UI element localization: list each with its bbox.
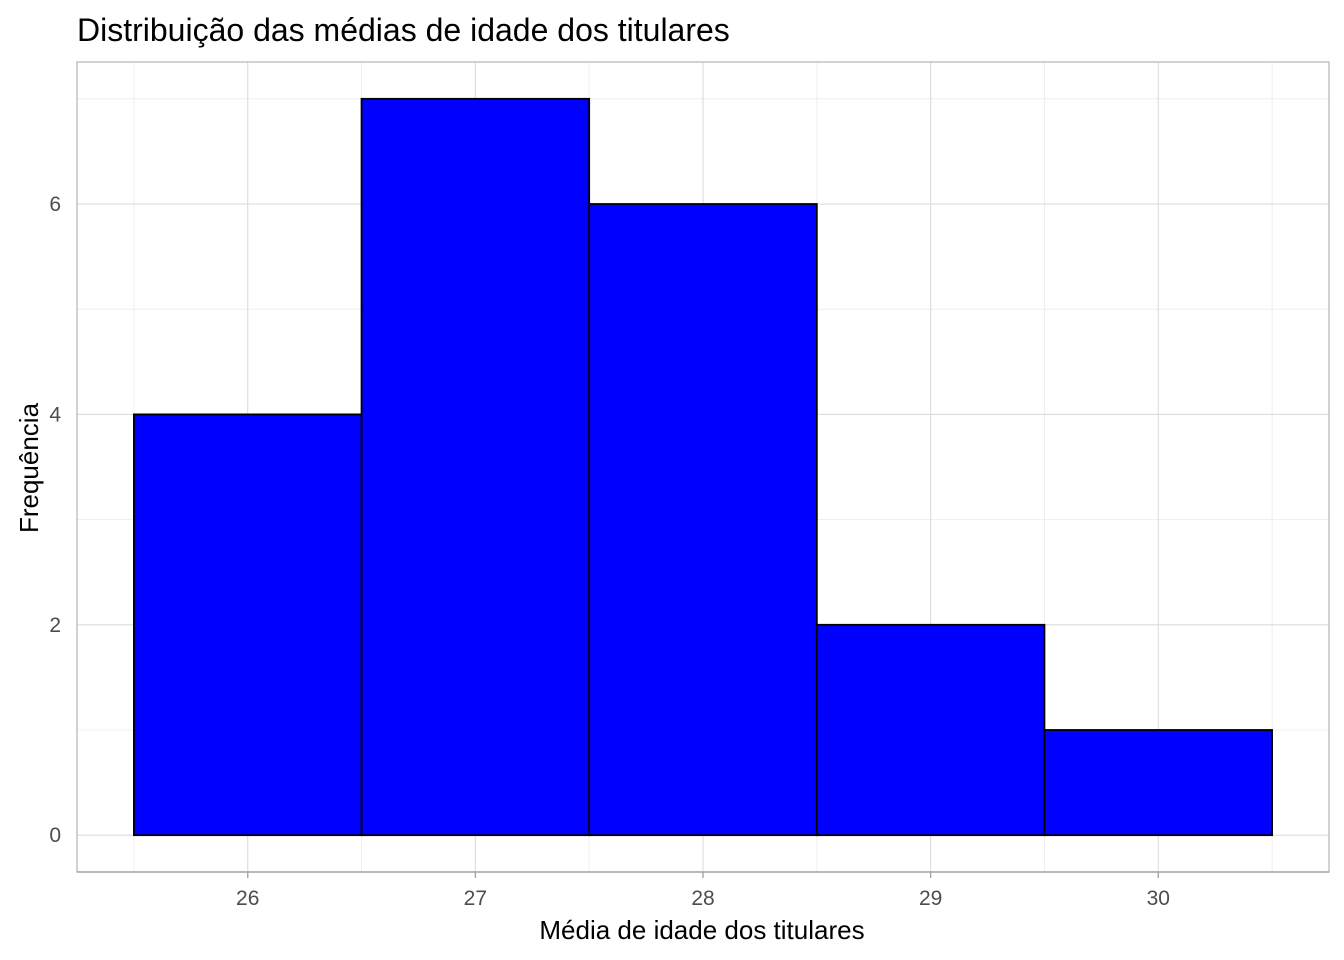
- x-tick-label: 30: [1147, 887, 1170, 910]
- x-tick-label: 27: [464, 887, 487, 910]
- y-tick-label: 6: [49, 193, 61, 216]
- y-tick-label: 2: [49, 614, 61, 637]
- bars: [133, 97, 1273, 837]
- x-tick-label: 28: [691, 887, 714, 910]
- y-tick-label: 4: [49, 403, 61, 426]
- histogram-bar-5: [1043, 729, 1273, 837]
- y-axis-label: Frequência: [14, 402, 44, 533]
- axes: [77, 871, 1329, 878]
- histogram-bar-3: [588, 203, 818, 837]
- y-tick-label: 0: [49, 824, 61, 847]
- x-axis-label: Média de idade dos titulares: [539, 915, 864, 945]
- histogram-bar-4: [815, 623, 1046, 837]
- tick-labels: 26 27 28 29 30 0 2 4 6: [49, 193, 1170, 910]
- x-tick-label: 29: [919, 887, 942, 910]
- x-tick-label: 26: [236, 887, 259, 910]
- histogram-bar-1: [133, 413, 363, 837]
- chart-title: Distribuição das médias de idade dos tit…: [77, 12, 730, 48]
- histogram-bar-2: [360, 97, 591, 837]
